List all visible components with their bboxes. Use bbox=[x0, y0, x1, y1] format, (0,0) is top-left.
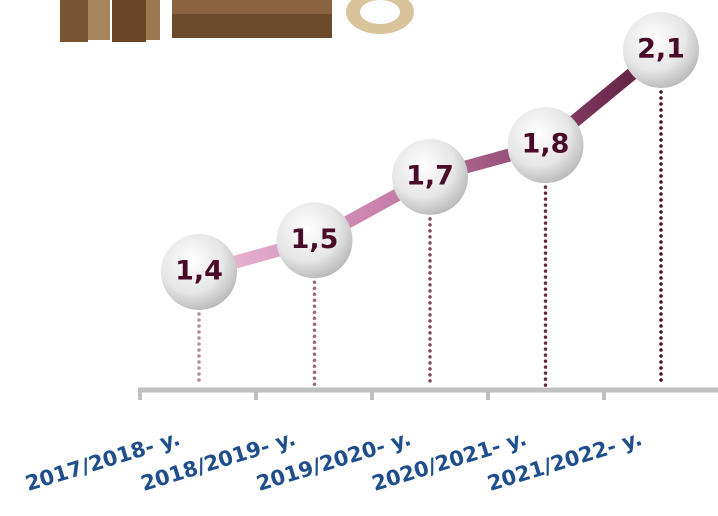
value-bubble bbox=[623, 12, 699, 88]
value-label: 1,8 bbox=[522, 129, 570, 160]
value-label: 2,1 bbox=[637, 34, 685, 65]
value-label: 1,7 bbox=[406, 160, 454, 191]
value-bubble bbox=[161, 234, 237, 310]
books-illustration bbox=[60, 0, 414, 42]
value-label: 1,5 bbox=[291, 224, 339, 255]
value-bubble bbox=[507, 107, 584, 184]
value-bubble bbox=[276, 202, 353, 279]
value-label: 1,4 bbox=[175, 256, 223, 287]
value-bubble bbox=[392, 138, 468, 215]
axis-ticks bbox=[138, 390, 606, 400]
